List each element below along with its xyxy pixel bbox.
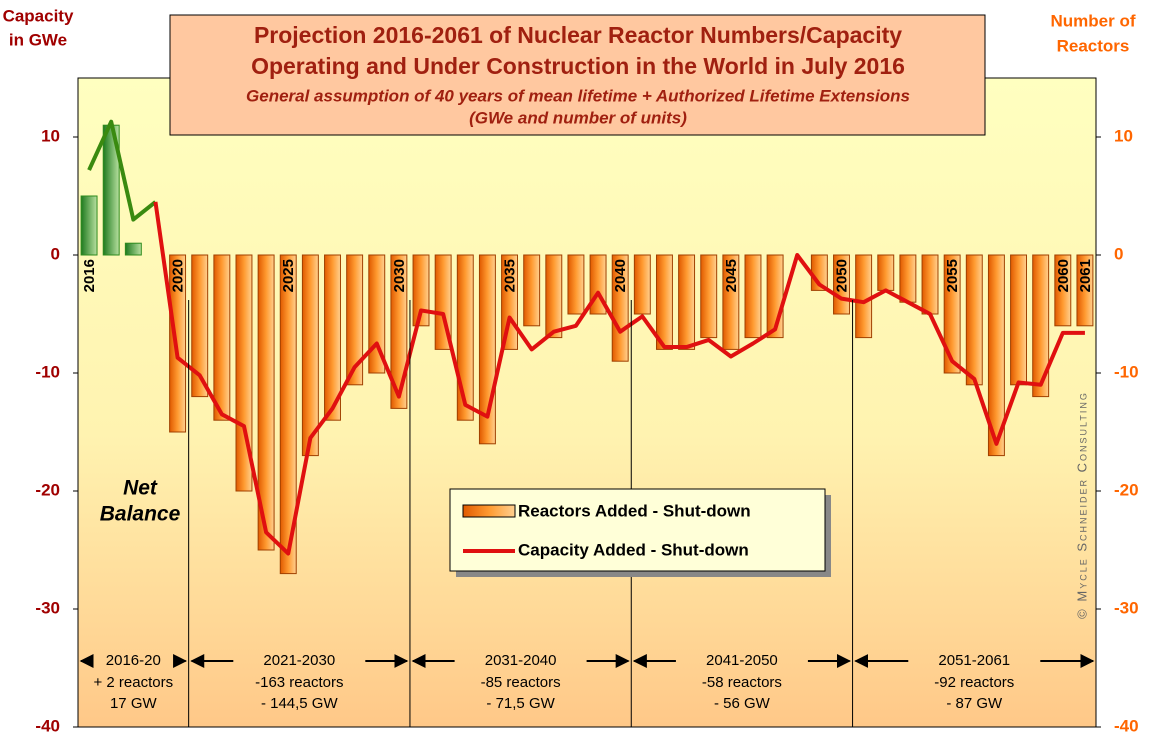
y2-tick-label: 10	[1114, 126, 1133, 145]
x-tick-label: 2020	[170, 259, 187, 292]
bar	[611, 254, 629, 362]
annotation: Net	[123, 477, 158, 500]
bar	[744, 254, 762, 339]
bar	[279, 254, 297, 575]
x-tick-label: 2055	[944, 259, 961, 292]
x-tick-label: 2050	[833, 259, 850, 292]
plot-area	[77, 77, 1097, 728]
bar	[1010, 254, 1028, 386]
y2-axis-title: Reactors	[1057, 36, 1130, 55]
bar	[191, 254, 209, 398]
legend	[449, 488, 826, 572]
chart-title: Projection 2016-2061 of Nuclear Reactor …	[254, 22, 902, 48]
bar	[722, 254, 740, 350]
bar	[80, 195, 98, 256]
line	[87, 119, 157, 222]
bar	[678, 254, 696, 350]
y-tick-label: -30	[35, 598, 60, 617]
y2-tick-label: -20	[1114, 480, 1139, 499]
bar	[523, 254, 541, 327]
x-tick-label: 2016	[81, 259, 98, 292]
y2-tick-label: -30	[1114, 598, 1139, 617]
y2-tick-label: 0	[1114, 244, 1123, 263]
legend-swatch	[462, 504, 516, 518]
subtitle: (GWe and number of units)	[469, 108, 687, 127]
subtitle: General assumption of 40 years of mean l…	[246, 86, 910, 105]
annotation: Balance	[100, 503, 181, 526]
bar	[921, 254, 939, 315]
period-label: 2031-2040	[485, 652, 557, 669]
period-label: 2051-2061	[938, 652, 1010, 669]
bar	[412, 254, 430, 327]
bar	[943, 254, 961, 374]
bar	[368, 254, 386, 374]
x-tick-label: 2035	[502, 259, 519, 292]
y-tick-label: -20	[35, 480, 60, 499]
period-reactors: -58 reactors	[702, 674, 782, 691]
bar	[655, 254, 673, 350]
bar	[235, 254, 253, 492]
period-label: 2041-2050	[706, 652, 778, 669]
bar	[545, 254, 563, 339]
y2-tick-label: -10	[1114, 362, 1139, 381]
x-tick-label: 2061	[1077, 259, 1094, 292]
bar	[1054, 254, 1072, 327]
period-reactors: + 2 reactors	[94, 674, 174, 691]
period-reactors: -163 reactors	[255, 674, 343, 691]
y-tick-label: -40	[35, 716, 60, 735]
bar	[855, 254, 873, 339]
period-label: 2016-20	[106, 652, 161, 669]
bar	[257, 254, 275, 551]
period-reactors: -92 reactors	[934, 674, 1014, 691]
period-capacity: - 71,5 GW	[486, 695, 555, 712]
period-capacity: - 144,5 GW	[261, 695, 339, 712]
bar	[124, 242, 142, 256]
bar	[1032, 254, 1050, 398]
bar	[456, 254, 474, 421]
x-tick-label: 2025	[280, 259, 297, 292]
bar	[567, 254, 585, 315]
bar	[324, 254, 341, 421]
y-axis-title: Capacity	[3, 6, 74, 25]
y2-axis-title: Number of	[1051, 11, 1136, 30]
bar	[301, 254, 319, 457]
x-tick-label: 2040	[612, 259, 629, 292]
y-tick-label: 10	[41, 126, 60, 145]
bar	[987, 254, 1005, 457]
period-capacity: 17 GW	[110, 695, 158, 712]
x-tick-label: 2045	[723, 259, 740, 292]
x-tick-label: 2060	[1055, 259, 1072, 292]
y-axis-title: in GWe	[9, 30, 67, 49]
watermark: © Mycle Schneider Consulting	[1074, 391, 1089, 619]
bar	[965, 254, 983, 386]
legend-label: Reactors Added - Shut-down	[518, 501, 751, 520]
period-capacity: - 56 GW	[714, 695, 771, 712]
bar	[390, 254, 408, 409]
line	[153, 201, 1085, 556]
period-label: 2021-2030	[263, 652, 335, 669]
legend-label: Capacity Added - Shut-down	[518, 540, 749, 559]
chart-title: Operating and Under Construction in the …	[251, 53, 905, 79]
bar	[899, 254, 917, 303]
bar	[700, 254, 718, 339]
y-tick-label: -10	[35, 362, 60, 381]
bar	[213, 254, 231, 421]
y2-tick-label: -40	[1114, 716, 1139, 735]
y-tick-label: 0	[51, 244, 60, 263]
x-tick-label: 2030	[391, 259, 408, 292]
bar	[346, 254, 364, 386]
bar	[633, 254, 651, 315]
bar	[1076, 254, 1094, 327]
period-capacity: - 87 GW	[946, 695, 1003, 712]
bar	[877, 254, 895, 291]
title-box	[169, 14, 986, 136]
period-reactors: -85 reactors	[481, 674, 561, 691]
